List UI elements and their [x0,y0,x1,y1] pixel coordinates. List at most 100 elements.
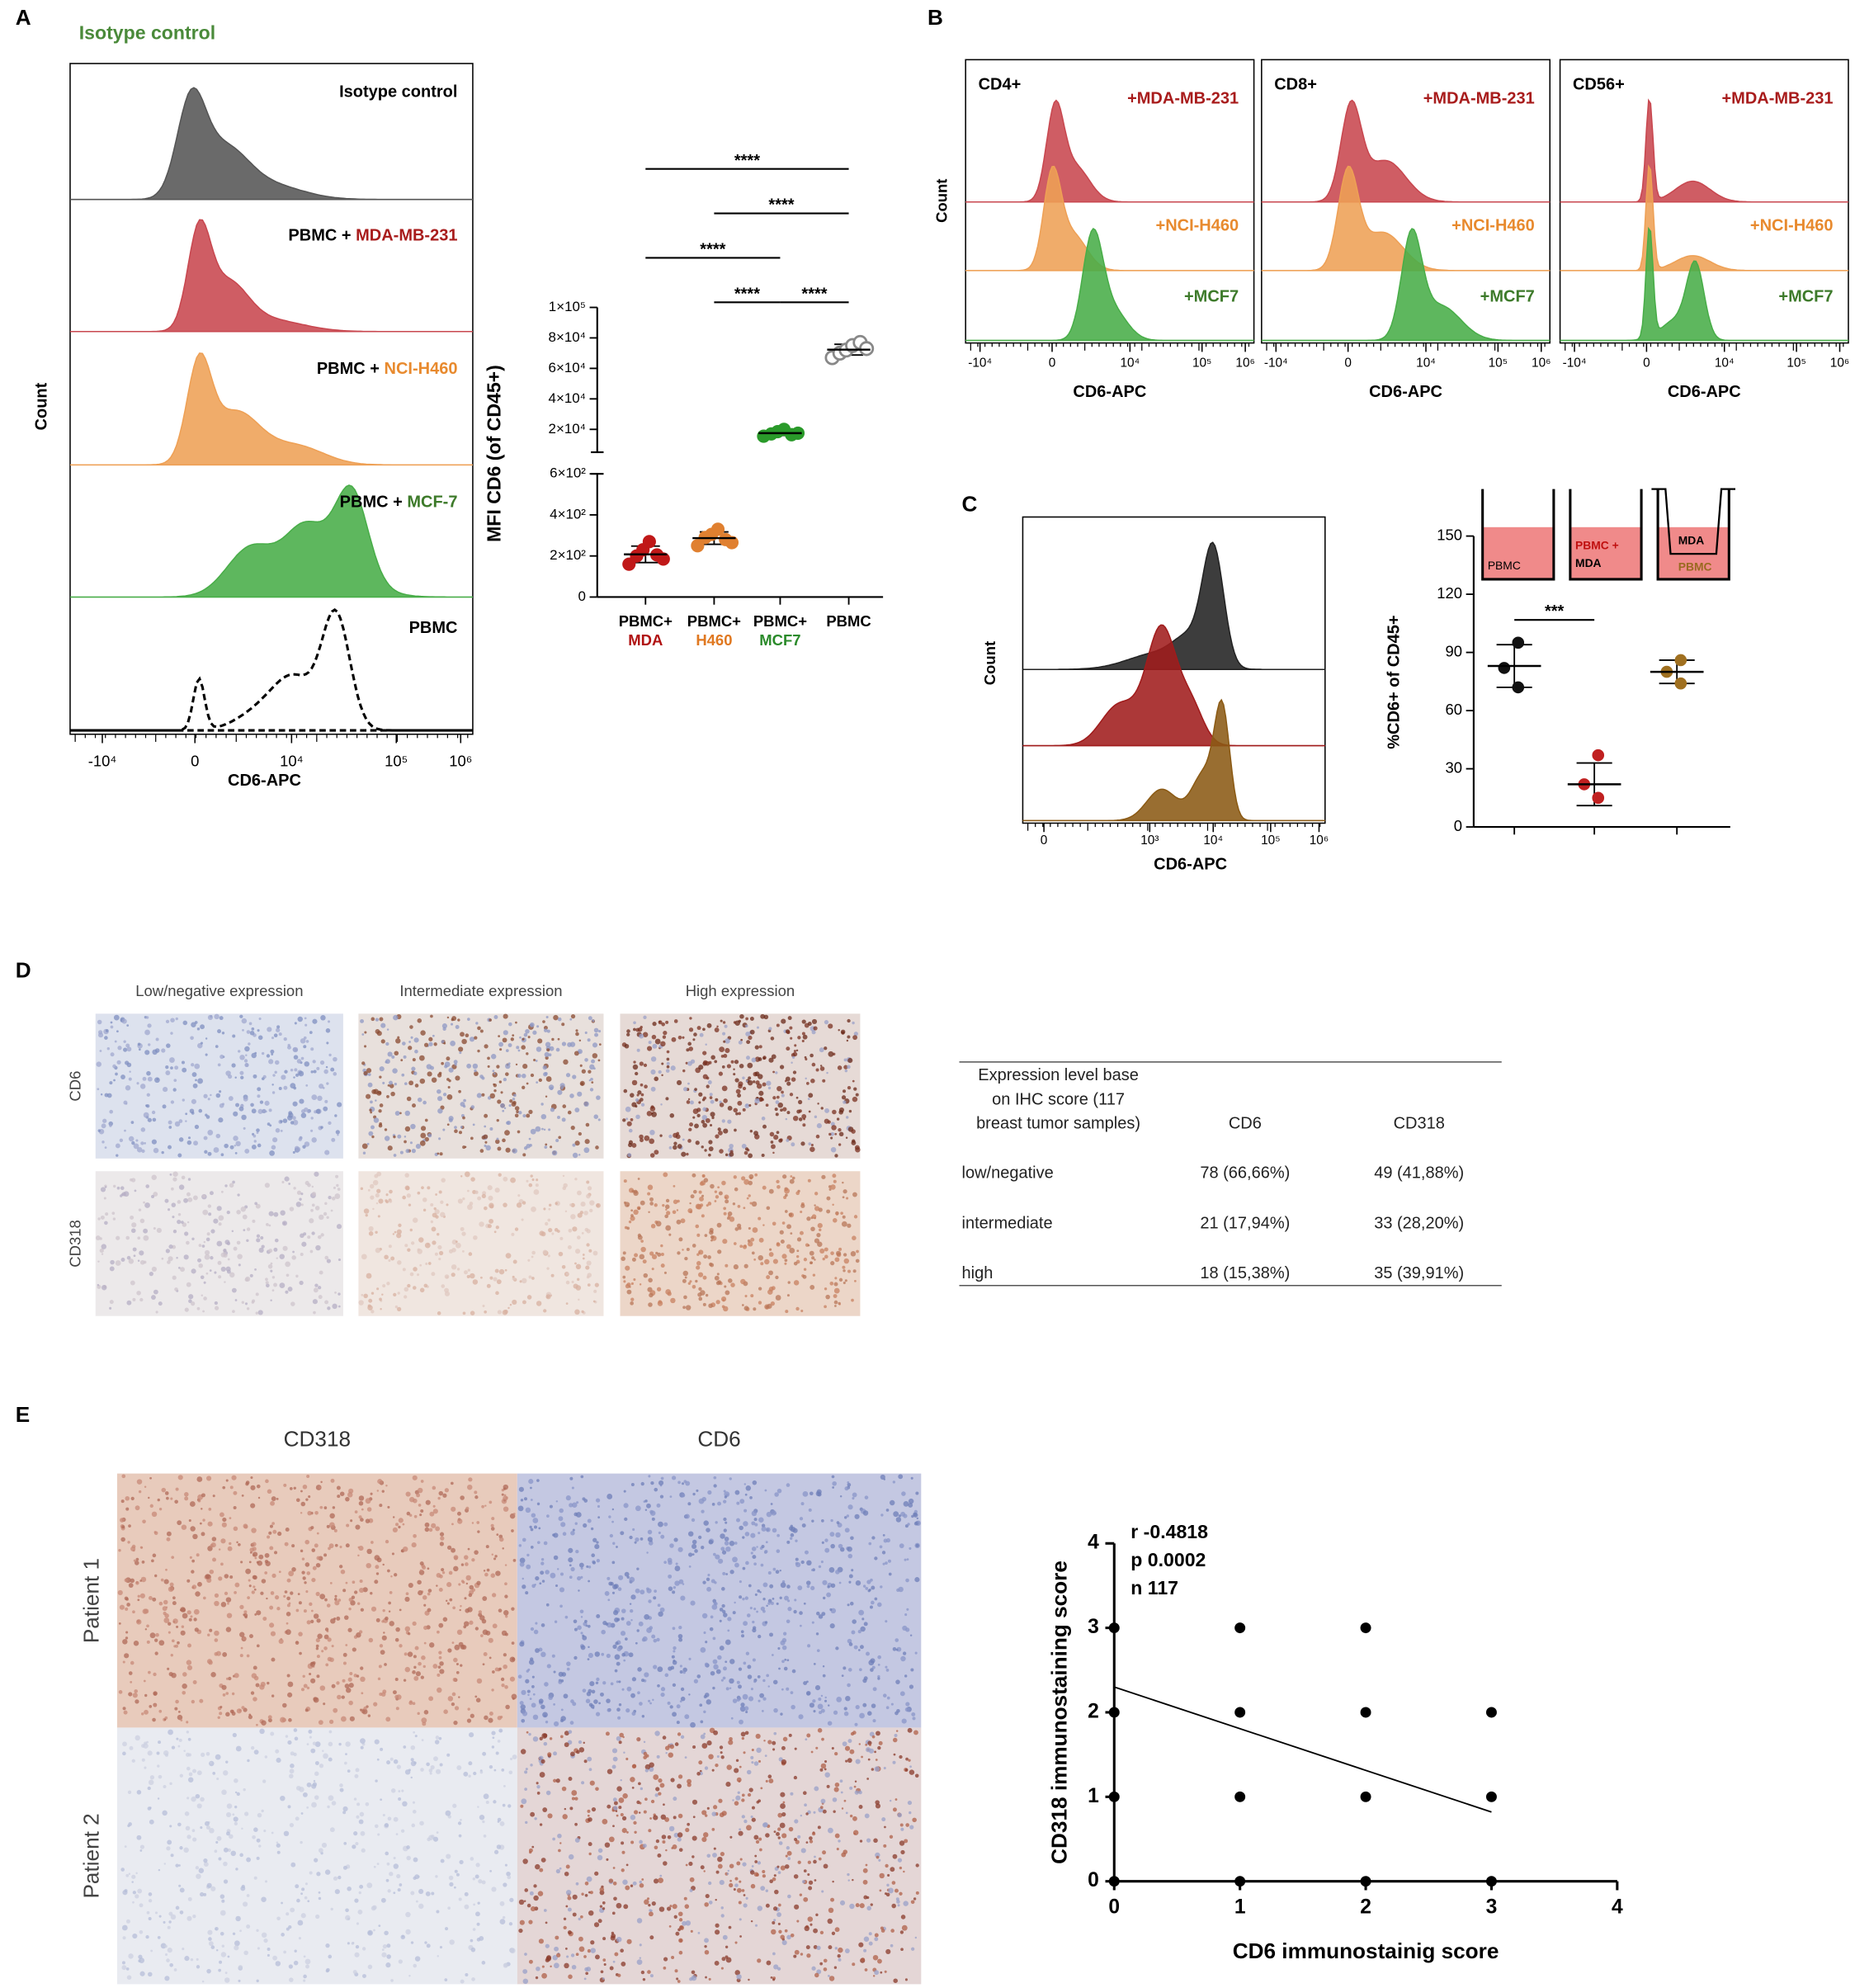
ihc-cell [734,1490,740,1495]
ihc-cell [241,1494,244,1497]
ihc-cell [210,1886,216,1891]
ihc-cell [478,1610,483,1614]
ihc-cell [293,1187,296,1190]
ihc-cell [706,1586,712,1592]
ihc-cell [194,1063,201,1070]
ihc-cell [171,1672,177,1679]
ihc-cell [364,1045,367,1048]
ihc-cell [158,1301,163,1306]
ihc-cell [125,1235,130,1240]
ihc-cell [670,1297,676,1304]
ihc-cell [559,1572,564,1576]
ihc-cell [328,1730,333,1734]
ihc-cell [797,1099,803,1105]
ihc-cell [379,1644,384,1648]
ihc-cell [360,1745,364,1750]
ihc-cell [406,1845,410,1849]
ihc-cell [356,1802,361,1806]
ihc-cell [871,1665,876,1669]
ihc-cell [313,1613,319,1619]
ihc-cell [657,1683,660,1688]
ihc-cell [304,1958,311,1965]
ihc-cell [462,1197,465,1201]
ihc-cell [811,1214,817,1219]
ihc-cell [360,1018,365,1023]
ihc-cell [198,1108,203,1113]
ihc-cell [776,1488,782,1494]
ihc-cell [497,1310,503,1315]
ihc-cell [251,1745,255,1750]
ihc-cell [631,1677,637,1682]
ihc-cell [911,1514,914,1518]
ihc-cell [541,1127,544,1131]
ihc-cell [236,1210,241,1215]
ihc-cell [406,1855,411,1861]
ihc-cell [316,1618,321,1623]
ihc-cell [395,1707,399,1711]
ihc-cell [345,1741,351,1747]
ihc-cell [893,1511,899,1518]
ihc-cell [120,1518,125,1523]
ihc-cell [522,1711,528,1716]
ihc-cell [646,1111,653,1117]
ihc-cell [484,1504,487,1507]
ihc-cell [197,1078,203,1084]
ihc-cell [141,1758,145,1762]
ihc-cell [857,1629,861,1634]
ihc-cell [105,1029,109,1032]
ihc-cell [367,1082,373,1088]
ihc-cell [192,1083,198,1088]
ihc-cell [328,1741,333,1747]
ihc-cell [748,1696,754,1702]
ihc-cell [837,1065,843,1070]
ihc-cell [191,1559,195,1563]
ihc-cell [838,1128,842,1132]
ihc-cell [314,1283,319,1287]
ihc-cell [814,1258,816,1261]
ihc-cell [729,1541,735,1546]
ihc-cell [526,1052,529,1055]
ihc-cell [819,1228,822,1232]
ihc-cell [504,1632,508,1636]
ihc-cell [232,1932,236,1935]
ihc-cell [120,1868,125,1872]
ihc-cell [760,1563,764,1567]
ihc-cell [303,1955,306,1958]
ihc-cell [225,1597,232,1603]
ihc-cell [792,1528,798,1533]
ihc-cell [323,1069,328,1074]
ihc-cell [623,1201,627,1204]
ihc-cell [354,1898,359,1903]
ihc-cell [115,1072,118,1076]
ihc-cell [745,1017,748,1021]
ihc-cell [393,1759,399,1764]
ihc-cell [403,1679,407,1682]
ihc-cell [754,1523,758,1527]
ihc-cell [176,1737,179,1740]
ihc-cell [297,1016,303,1022]
ihc-cell [207,1151,212,1156]
ihc-cell [442,1493,447,1498]
ihc-cell [598,1702,601,1705]
ihc-cell [811,1621,814,1624]
ihc-cell [584,1031,588,1034]
ihc-cell [371,1541,374,1544]
ihc-cell [651,1034,657,1040]
ihc-cell [333,1707,338,1713]
ihc-cell [687,1139,691,1143]
ihc-cell [358,1891,361,1895]
ihc-cell [276,1841,279,1844]
ihc-cell [318,1720,323,1726]
ihc-cell [688,1027,694,1032]
ihc-cell [430,1014,433,1018]
ihc-cell [404,1287,409,1292]
ihc-cell [630,1282,634,1285]
ihc-cell [528,1479,534,1485]
ihc-cell [276,1025,281,1029]
ihc-cell [736,1680,740,1684]
ihc-cell [160,1578,164,1582]
ihc-cell [477,1026,481,1031]
ihc-cell [851,1140,857,1145]
ihc-cell [358,1300,364,1306]
ihc-cell [734,1562,739,1568]
